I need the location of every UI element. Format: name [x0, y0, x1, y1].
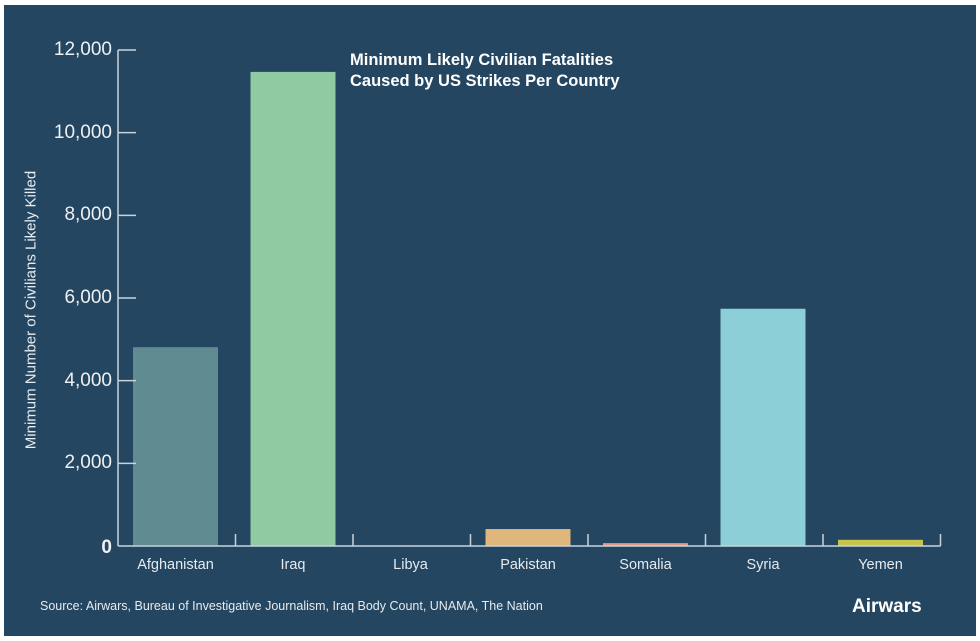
- x-tick-label-yemen: Yemen: [858, 557, 903, 573]
- bar-somalia: [603, 543, 688, 546]
- y-tick-label: 4,000: [64, 369, 112, 391]
- x-tick-label-pakistan: Pakistan: [500, 557, 556, 573]
- y-tick-label: 6,000: [64, 287, 112, 308]
- y-tick-label: 2,000: [64, 452, 112, 474]
- bar-yemen: [838, 539, 923, 546]
- bar-iraq: [250, 71, 336, 546]
- y-tick-label: 8,000: [64, 204, 112, 226]
- chart-title-line-2: Caused by US Strikes Per Country: [350, 72, 620, 90]
- x-tick-label-somalia: Somalia: [619, 557, 672, 573]
- bar-syria: [720, 308, 806, 546]
- y-tick-label: 10,000: [53, 121, 112, 143]
- x-tick-label-iraq: Iraq: [280, 557, 306, 573]
- x-tick-label-afghanistan: Afghanistan: [137, 557, 214, 573]
- y-axis-label: Minimum Number of Civilians Likely Kille…: [22, 170, 40, 450]
- y-tick-label: 0: [101, 537, 112, 558]
- y-tick-label: 12,000: [53, 39, 112, 60]
- brand-logo: Airwars: [852, 596, 922, 617]
- bar-afghanistan: [133, 347, 218, 546]
- chart-title-line-1: Minimum Likely Civilian Fatalities: [350, 51, 614, 69]
- source-note: Source: Airwars, Bureau of Investigative…: [40, 599, 543, 613]
- bar-pakistan: [485, 529, 571, 546]
- chart-title: Minimum Likely Civilian Fatalities Cause…: [350, 50, 620, 92]
- x-tick-label-syria: Syria: [746, 557, 780, 573]
- x-tick-label-libya: Libya: [393, 557, 428, 573]
